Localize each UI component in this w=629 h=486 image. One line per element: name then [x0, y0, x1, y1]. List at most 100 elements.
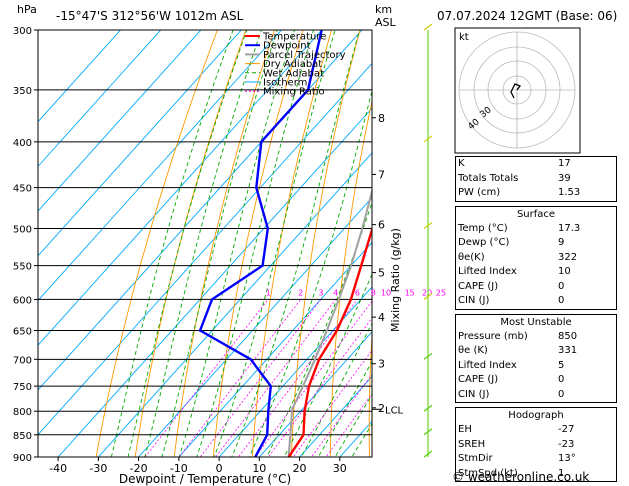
temperature-tick-label: 20	[293, 462, 307, 475]
dry-adiabat-line	[95, 30, 218, 457]
surface-row: CIN (J) 0	[458, 295, 565, 307]
hodograph-row: StmDir 13°	[458, 453, 576, 465]
wind-barb	[423, 352, 433, 360]
index-row: K 17	[458, 158, 571, 170]
dry-adiabat-line	[329, 99, 372, 457]
most-unstable-box: Most Unstable Pressure (mb) 850 θe (K) 331…	[455, 313, 617, 403]
indices-panel: K 17 Totals Totals 39 PW (cm) 1.53 Surface …	[455, 156, 617, 482]
height-km-labels: 8 7 6 5 4 3 2 LCL	[372, 112, 404, 416]
temperature-tick-label: -40	[49, 462, 67, 475]
lcl-label: LCL	[385, 405, 404, 416]
mixing-ratio-line	[325, 393, 372, 457]
mixing-ratio-line	[178, 299, 302, 457]
legend-label: Dry Adiabat	[263, 59, 322, 70]
series-lines	[198, 30, 372, 457]
location-title: -15°47'S 312°56'W 1012m ASL	[56, 9, 244, 23]
wet-adiabat-line	[144, 30, 263, 457]
height-km-label: 6	[378, 219, 385, 232]
hodograph: kt 40 30	[454, 27, 581, 154]
pressure-tick-label: 850	[13, 431, 32, 442]
temperature-tick-labels: -40 -30 -20 -10 0 10 20 30	[49, 457, 347, 475]
surface-box: Surface Temp (°C) 17.3 Dewp (°C) 9 θe(K) 32…	[455, 205, 617, 310]
height-km-label: 8	[378, 112, 385, 125]
most-unstable-row: Lifted Index 5	[458, 359, 565, 371]
mixing-ratio-label: 4	[333, 288, 338, 297]
x-axis-title: Dewpoint / Temperature (°C)	[119, 472, 291, 486]
hodograph-table-box: Hodograph EH -27 SREH -23 StmDir 13° StmSpd…	[455, 407, 617, 482]
surface-row: Temp (°C) 17.3	[458, 222, 581, 234]
temperature-tick-label: 30	[333, 462, 347, 475]
wind-barb	[423, 404, 433, 412]
wet-adiabat-line	[127, 30, 248, 457]
mixing-ratio-label: 20	[422, 288, 432, 297]
mixing-ratio-label: 15	[405, 288, 415, 297]
mixing-ratio-label: 8	[371, 288, 376, 297]
wet-adiabat-line	[231, 30, 361, 457]
pressure-tick-label: 550	[13, 262, 32, 273]
surface-title: Surface	[516, 208, 556, 220]
mixing-ratio-axis-title: Mixing Ratio (g/kg)	[389, 228, 402, 332]
legend-label: Wet Adiabat	[263, 68, 324, 79]
pressure-tick-label: 350	[13, 86, 32, 97]
mixing-ratio-label: 3	[318, 288, 323, 297]
wind-barb	[423, 23, 433, 31]
mixing-ratio-line	[215, 299, 337, 457]
isotherm-line	[38, 30, 242, 257]
mixing-ratio-line	[144, 299, 269, 457]
hodograph-row: StmSpd (kt) 1	[458, 467, 565, 479]
height-km-label: 7	[378, 168, 385, 181]
hodograph-table-title: Hodograph	[508, 410, 564, 421]
height-km-label: 2	[378, 402, 385, 415]
pressure-tick-label: 600	[13, 295, 32, 306]
wind-barb	[423, 428, 433, 436]
isotherm-line	[38, 30, 283, 302]
hodograph-row: SREH -23	[458, 438, 575, 450]
pressure-tick-label: 750	[13, 382, 32, 393]
mixing-ratio-line	[199, 299, 322, 457]
pressure-unit: hPa	[17, 3, 37, 16]
isotherm-line	[57, 107, 372, 457]
isotherm-line	[38, 30, 122, 123]
wind-barb	[423, 450, 433, 458]
pressure-tick-label: 300	[13, 26, 32, 37]
temperature-tick-label: -20	[130, 462, 148, 475]
most-unstable-row: CIN (J) 0	[458, 388, 565, 400]
temperature-tick-label: -30	[89, 462, 107, 475]
mixing-ratio-label: 1	[266, 288, 271, 297]
mixing-ratio-label: 25	[436, 288, 446, 297]
wind-barbs	[423, 23, 433, 458]
dry-adiabat-line	[407, 30, 446, 486]
isotherm-line	[178, 241, 372, 457]
legend-label: Temperature	[262, 32, 326, 43]
mixing-ratio-line	[267, 317, 372, 457]
temperature-profile-line	[287, 225, 372, 457]
copyright-footer: © weatheronline.co.uk	[452, 470, 590, 484]
most-unstable-row: CAPE (J) 0	[458, 374, 565, 386]
most-unstable-row: Pressure (mb) 850	[458, 330, 578, 342]
dry-adiabat-line	[173, 30, 275, 457]
surface-row: Lifted Index 10	[458, 266, 571, 278]
datetime-title: 07.07.2024 12GMT (Base: 06)	[437, 9, 617, 23]
wet-adiabat-line	[161, 30, 278, 457]
legend-label: Isotherm	[263, 78, 307, 89]
dewpoint-profile-line	[198, 30, 323, 457]
pressure-tick-label: 800	[13, 407, 32, 418]
legend-label: Dewpoint	[263, 41, 311, 52]
dry-adiabat-line	[368, 328, 372, 457]
most-unstable-row: θe (K) 331	[458, 345, 578, 357]
isotherm-line	[38, 30, 202, 212]
most-unstable-title: Most Unstable	[500, 316, 572, 328]
basic-indices-box: K 17 Totals Totals 39 PW (cm) 1.53	[455, 156, 617, 202]
isotherm-line	[218, 286, 372, 457]
temperature-tick-label: 0	[216, 462, 223, 475]
height-unit-km: km	[375, 3, 392, 16]
height-km-label: 3	[378, 358, 385, 371]
plot-frame	[37, 29, 373, 458]
wind-barb	[423, 135, 433, 143]
pressure-tick-label: 700	[13, 355, 32, 366]
surface-row: CAPE (J) 0	[458, 280, 565, 292]
mixing-ratio-label: 6	[355, 288, 360, 297]
surface-row: θe(K) 322	[458, 251, 578, 263]
